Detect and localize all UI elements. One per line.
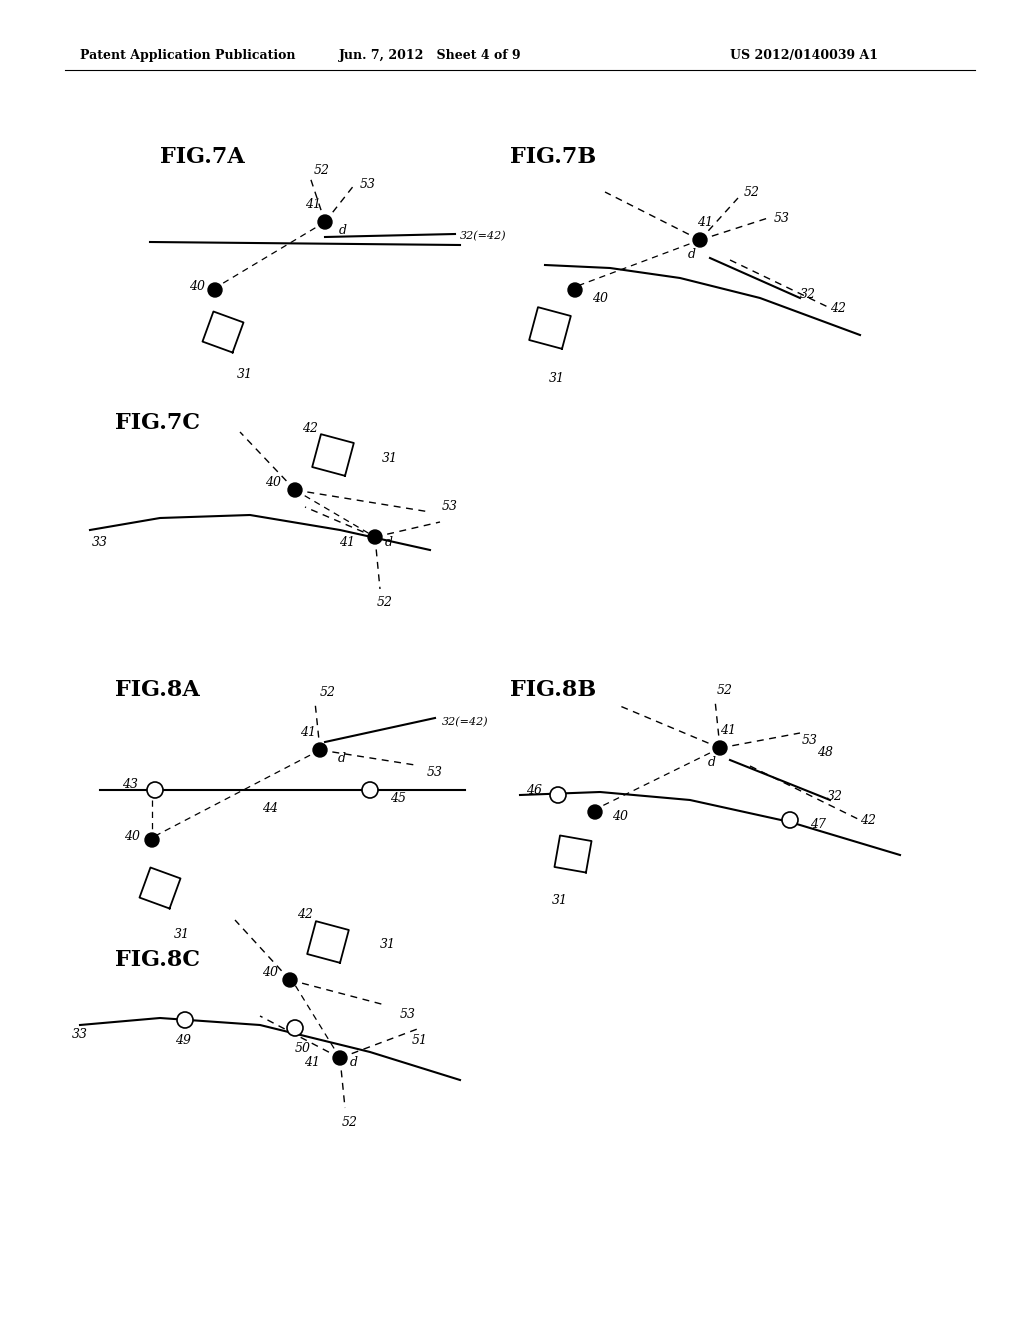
Text: 33: 33 [72,1028,88,1041]
Text: 32: 32 [800,289,816,301]
Text: 49: 49 [175,1034,191,1047]
Text: 52: 52 [314,164,330,177]
Text: 42: 42 [297,908,313,921]
Text: 53: 53 [427,766,443,779]
Text: 51: 51 [412,1034,428,1047]
Text: 40: 40 [265,475,281,488]
Text: 53: 53 [442,500,458,513]
Text: d: d [339,223,347,236]
Text: 41: 41 [720,723,736,737]
Text: 52: 52 [342,1117,358,1130]
Text: US 2012/0140039 A1: US 2012/0140039 A1 [730,49,878,62]
Text: 44: 44 [262,801,278,814]
Text: FIG.8B: FIG.8B [510,678,596,701]
Text: d: d [350,1056,358,1069]
Text: 48: 48 [817,747,833,759]
Text: FIG.8C: FIG.8C [115,949,200,972]
Text: 42: 42 [860,813,876,826]
Circle shape [313,743,327,756]
Text: Jun. 7, 2012   Sheet 4 of 9: Jun. 7, 2012 Sheet 4 of 9 [339,49,521,62]
Circle shape [550,787,566,803]
Circle shape [333,1051,347,1065]
Text: 41: 41 [304,1056,319,1069]
Text: 43: 43 [122,779,138,792]
Text: 40: 40 [592,292,608,305]
Text: 33: 33 [92,536,108,549]
Circle shape [283,973,297,987]
Text: 42: 42 [830,301,846,314]
Circle shape [145,833,159,847]
Text: d: d [708,755,716,768]
Text: 47: 47 [810,818,826,832]
Text: 31: 31 [174,928,190,941]
Circle shape [568,282,582,297]
Text: 32: 32 [827,789,843,803]
Circle shape [362,781,378,799]
Text: 41: 41 [305,198,321,210]
Text: 41: 41 [697,215,713,228]
Circle shape [318,215,332,228]
Text: 41: 41 [300,726,316,738]
Text: 53: 53 [802,734,818,747]
Text: 40: 40 [189,281,205,293]
Circle shape [782,812,798,828]
Text: 41: 41 [339,536,355,549]
Text: 45: 45 [390,792,406,804]
Text: 40: 40 [124,830,140,843]
Text: FIG.7C: FIG.7C [115,412,200,434]
Text: 32(=42): 32(=42) [441,717,488,727]
Circle shape [208,282,222,297]
Circle shape [147,781,163,799]
Text: 50: 50 [295,1041,311,1055]
Text: 31: 31 [237,368,253,381]
Text: d: d [688,248,696,260]
Text: 52: 52 [377,595,393,609]
Text: 53: 53 [400,1008,416,1022]
Text: 52: 52 [717,684,733,697]
Circle shape [693,234,707,247]
Text: 52: 52 [319,685,336,698]
Text: FIG.7B: FIG.7B [510,147,596,168]
Text: 31: 31 [380,939,396,952]
Circle shape [588,805,602,818]
Text: 46: 46 [526,784,542,796]
Text: d: d [385,536,393,549]
Circle shape [368,531,382,544]
Circle shape [177,1012,193,1028]
Text: 42: 42 [302,421,318,434]
Text: d: d [338,751,346,764]
Text: 53: 53 [360,177,376,190]
Circle shape [713,741,727,755]
Circle shape [287,1020,303,1036]
Text: 52: 52 [744,186,760,198]
Text: FIG.8A: FIG.8A [115,678,200,701]
Text: 31: 31 [549,371,565,384]
Text: 53: 53 [774,211,790,224]
Text: 32(=42): 32(=42) [460,231,506,242]
Text: Patent Application Publication: Patent Application Publication [80,49,296,62]
Text: 40: 40 [612,810,628,824]
Text: FIG.7A: FIG.7A [160,147,245,168]
Circle shape [288,483,302,498]
Text: 31: 31 [552,894,568,907]
Text: 31: 31 [382,451,398,465]
Text: 40: 40 [262,965,278,978]
